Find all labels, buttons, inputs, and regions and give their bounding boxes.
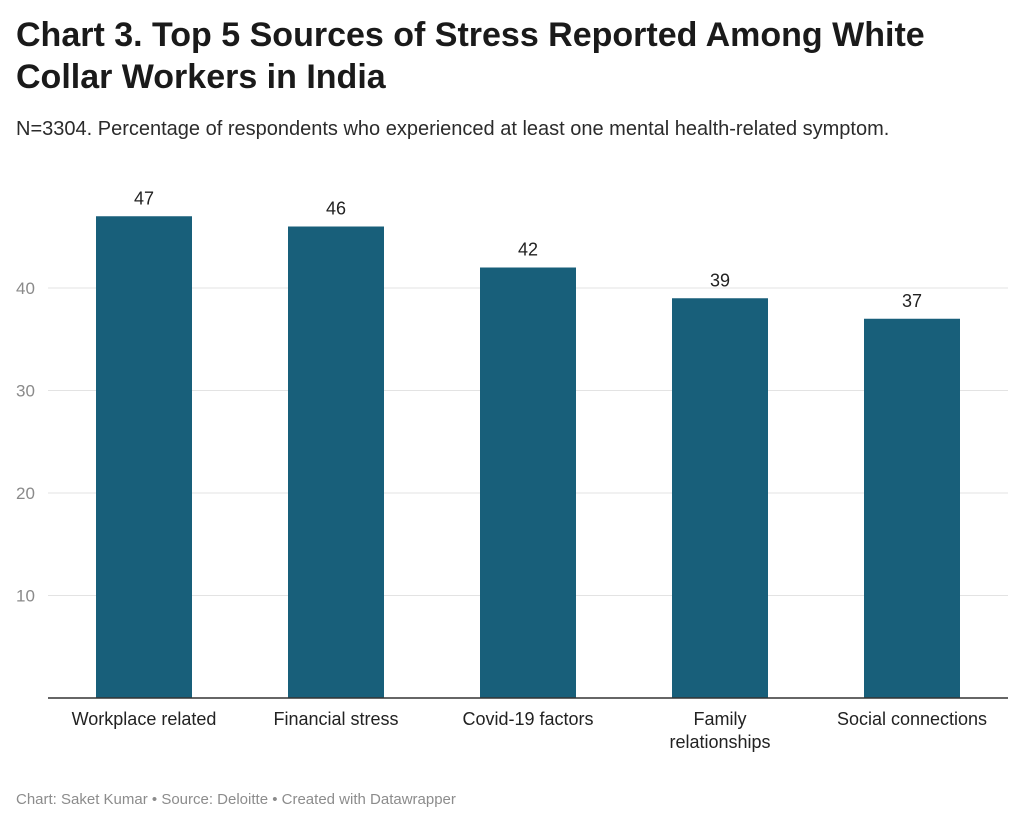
x-tick-label: Social connections (837, 709, 987, 729)
x-tick-label-line: Covid-19 factors (462, 709, 593, 729)
y-tick-label: 10 (16, 587, 35, 606)
y-tick-label: 20 (16, 484, 35, 503)
bar (864, 318, 960, 698)
chart-title: Chart 3. Top 5 Sources of Stress Reporte… (16, 16, 925, 96)
x-tick-label: Workplace related (72, 709, 217, 729)
x-tick-label-line: relationships (669, 732, 770, 752)
bar (672, 298, 768, 698)
footer-separator: • (147, 791, 162, 808)
bar-value-label: 46 (326, 199, 346, 219)
bar-chart: 10 20 30 40 47 Workplace related 46 Financial s… (16, 188, 1008, 752)
bar (96, 216, 192, 698)
bar-value-label: 39 (710, 270, 730, 290)
bar (288, 226, 384, 698)
x-tick-label-line: Financial stress (273, 709, 398, 729)
footer-source: Source: Deloitte (161, 791, 269, 808)
y-tick-label: 30 (16, 382, 35, 401)
footer-chart-credit: Chart: Saket Kumar (16, 791, 148, 808)
bar-value-label: 47 (134, 188, 154, 208)
x-tick-label: Family relationships (669, 709, 770, 752)
bar-value-label: 42 (518, 240, 538, 260)
x-tick-label-line: Family (694, 709, 747, 729)
x-tick-label-line: Social connections (837, 709, 987, 729)
bar (480, 267, 576, 698)
bar-value-label: 37 (902, 291, 922, 311)
footer-created-with: Created with Datawrapper (281, 791, 456, 808)
x-tick-label-line: Workplace related (72, 709, 217, 729)
x-tick-label: Financial stress (273, 709, 398, 729)
chart-subtitle: N=3304. Percentage of respondents who ex… (16, 118, 890, 140)
chart-footer: Chart: Saket Kumar • Source: Deloitte • … (16, 791, 456, 808)
footer-separator: • (268, 791, 282, 808)
x-tick-label: Covid-19 factors (462, 709, 593, 729)
y-tick-label: 40 (16, 279, 35, 298)
